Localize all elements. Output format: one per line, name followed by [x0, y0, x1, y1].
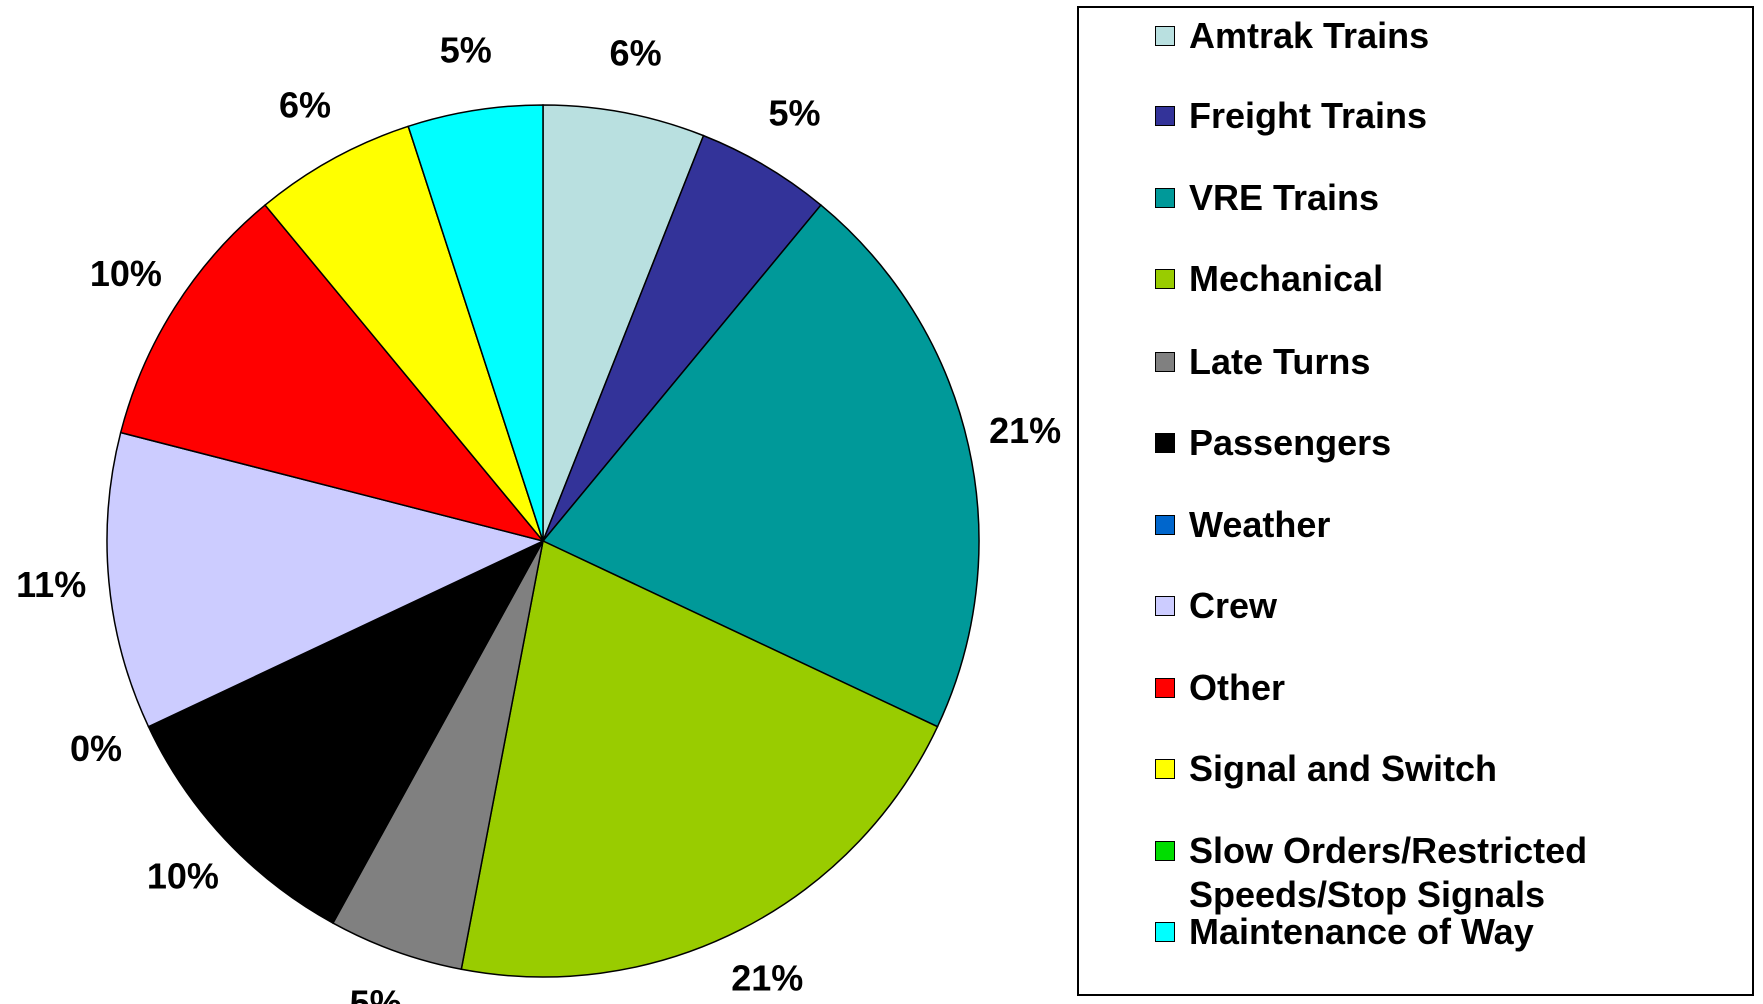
legend-item: Signal and Switch: [1155, 747, 1669, 791]
data-label: 0%: [70, 728, 122, 769]
legend-label: VRE Trains: [1189, 177, 1380, 218]
legend-label: Weather: [1189, 504, 1331, 545]
legend-item: Passengers: [1155, 421, 1669, 465]
data-label: 6%: [610, 32, 662, 73]
data-label: 5%: [350, 982, 402, 1004]
legend-label: Freight Trains: [1189, 95, 1428, 136]
legend-swatch: [1155, 841, 1175, 861]
legend-label: Passengers: [1189, 422, 1392, 463]
legend-swatch: [1155, 922, 1175, 942]
legend-swatch: [1155, 269, 1175, 289]
legend: Amtrak Trains Freight Trains VRE Trains Mec…: [1077, 6, 1754, 996]
legend-swatch: [1155, 188, 1175, 208]
legend-label: Signal and Switch: [1189, 748, 1498, 789]
data-label: 10%: [147, 856, 219, 897]
data-label: 11%: [16, 564, 86, 605]
legend-label: Late Turns: [1189, 341, 1371, 382]
data-label: 21%: [989, 410, 1061, 451]
legend-item: Amtrak Trains: [1155, 14, 1669, 58]
legend-swatch: [1155, 433, 1175, 453]
legend-item: Slow Orders/Restricted Speeds/Stop Signa…: [1155, 829, 1669, 917]
pie-slice: [542, 104, 705, 542]
legend-item: Weather: [1155, 503, 1669, 547]
data-label: 5%: [440, 30, 492, 71]
legend-item: Late Turns: [1155, 340, 1669, 384]
data-label: 6%: [279, 85, 331, 126]
pie-slice: [147, 539, 545, 925]
legend-item: Mechanical: [1155, 257, 1669, 301]
pie-slice: [264, 125, 544, 542]
legend-label: Other: [1189, 667, 1286, 708]
legend-item: Other: [1155, 666, 1669, 710]
legend-label: Mechanical: [1189, 258, 1384, 299]
pie-slice: [460, 539, 939, 978]
legend-swatch: [1155, 26, 1175, 46]
legend-item: VRE Trains: [1155, 176, 1669, 220]
pie-slice: [541, 203, 980, 728]
legend-swatch: [1155, 106, 1175, 126]
legend-swatch: [1155, 759, 1175, 779]
legend-item: Freight Trains: [1155, 94, 1669, 138]
legend-label: Crew: [1189, 585, 1278, 626]
legend-swatch: [1155, 596, 1175, 616]
pie-slice: [407, 104, 544, 542]
data-label: 10%: [90, 253, 162, 294]
data-label: 5%: [768, 92, 820, 133]
legend-item: Crew: [1155, 584, 1669, 628]
legend-label: Slow Orders/Restricted Speeds/Stop Signa…: [1189, 830, 1588, 915]
legend-swatch: [1155, 515, 1175, 535]
data-label: 21%: [731, 958, 803, 999]
pie-slice: [119, 203, 546, 543]
legend-item: Maintenance of Way: [1155, 910, 1669, 954]
legend-swatch: [1155, 678, 1175, 698]
legend-label: Amtrak Trains: [1189, 15, 1430, 56]
pie-slice: [106, 431, 546, 728]
legend-swatch: [1155, 352, 1175, 372]
legend-label: Maintenance of Way: [1189, 911, 1534, 952]
